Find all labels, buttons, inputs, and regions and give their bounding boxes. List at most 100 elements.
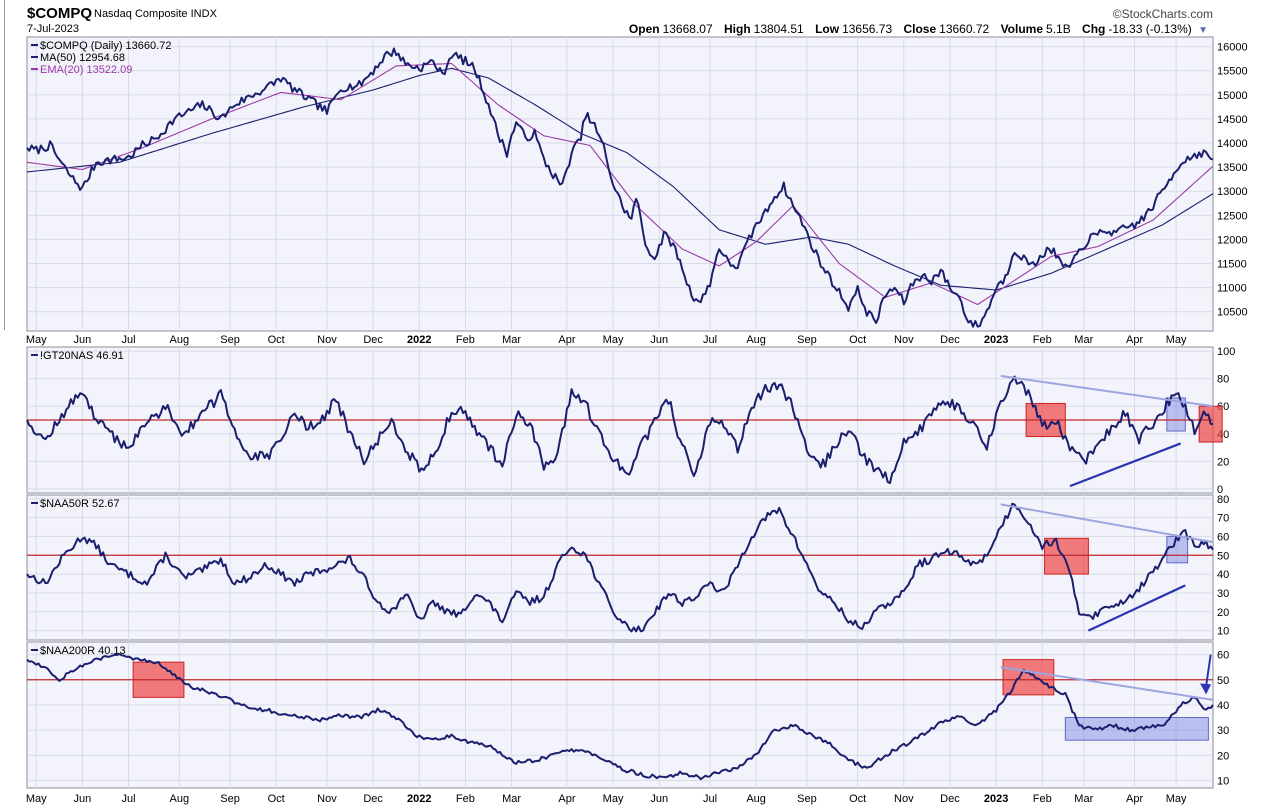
legend-entry: $NAA200R 40.13: [40, 645, 126, 657]
symbol-fullname: Nasdaq Composite: [94, 8, 188, 20]
y-tick-label: 15000: [1217, 90, 1248, 102]
symbol-exchange: INDX: [190, 8, 217, 20]
support-trendline: [1087, 584, 1186, 632]
dropdown-triangle-icon[interactable]: ▼: [1198, 25, 1208, 36]
x-tick-label: Nov: [317, 793, 337, 805]
x-tick-label: 2023: [984, 334, 1008, 346]
ohlc-volume-label: Volume: [1000, 22, 1044, 36]
x-tick-label: Jun: [74, 793, 92, 805]
x-tick-label: May: [26, 793, 47, 805]
resistance-trendline: [1000, 374, 1214, 408]
y-tick-label: 80: [1217, 494, 1229, 506]
x-tick-label: 2023: [984, 793, 1008, 805]
x-tick-label: Nov: [894, 793, 914, 805]
x-tick-label: Dec: [940, 793, 960, 805]
x-tick-label: May: [1166, 334, 1187, 346]
ohlc-open-label: Open: [628, 22, 660, 36]
indicator-line-naa200r: [26, 653, 1214, 781]
y-tick-label: 50: [1217, 550, 1229, 562]
x-tick-label: Jul: [121, 334, 135, 346]
y-tick-label: 14500: [1217, 114, 1248, 126]
panel-naa50r: 10 20 30 40 50 60 70 80 $NAA50R 52.67: [26, 494, 1229, 641]
y-tick-label: 20: [1217, 750, 1229, 762]
legend-entry: MA(50) 12954.68: [40, 52, 125, 64]
panel-frame: [26, 494, 1214, 641]
y-tick-label: 70: [1217, 513, 1229, 525]
ohlc-chg-label: Chg: [1082, 22, 1106, 36]
x-tick-label: Nov: [317, 334, 337, 346]
y-tick-label: 12000: [1217, 234, 1248, 246]
y-tick-label: 80: [1217, 374, 1229, 386]
y-tick-label: 16000: [1217, 42, 1248, 54]
x-tick-label: Sep: [797, 793, 817, 805]
page-left-edge: [0, 0, 5, 330]
symbol-name: Nasdaq Composite INDX: [94, 8, 217, 20]
indicator-line-naa50r: [26, 502, 1214, 633]
y-tick-label: 15500: [1217, 66, 1248, 78]
y-tick-label: 14000: [1217, 138, 1248, 150]
y-tick-label: 30: [1217, 588, 1229, 600]
x-tick-label: Jun: [74, 334, 92, 346]
x-tick-label: Aug: [169, 793, 189, 805]
y-tick-label: 13000: [1217, 186, 1248, 198]
x-tick-label: Feb: [1033, 334, 1052, 346]
x-tick-label: Sep: [797, 334, 817, 346]
price-line: [26, 47, 1214, 328]
y-tick-label: 50: [1217, 675, 1229, 687]
x-tick-label: Feb: [456, 793, 475, 805]
y-tick-label: 13500: [1217, 162, 1248, 174]
x-tick-label: Jun: [650, 793, 668, 805]
x-tick-label: Dec: [363, 793, 383, 805]
x-tick-label: Feb: [456, 334, 475, 346]
support-trendline: [1069, 442, 1182, 488]
ohlc-high-value: 13804.51: [753, 22, 804, 36]
x-tick-label: Oct: [849, 793, 866, 805]
ma50-line: [26, 67, 1214, 291]
ohlc-close-value: 13660.72: [939, 22, 990, 36]
y-tick-label: 10500: [1217, 307, 1248, 319]
ohlc-high-label: High: [723, 22, 751, 36]
panel-naa200r: 10 20 30 40 50 60 $NAA200R 40.13: [26, 641, 1229, 789]
y-tick-label: 40: [1217, 700, 1229, 712]
ohlc-readout: Open 13668.07 High 13804.51 Low 13656.73 Cl…: [621, 22, 1208, 36]
y-tick-label: 12500: [1217, 210, 1248, 222]
chart-date: 7-Jul-2023: [27, 23, 79, 35]
x-tick-label: Mar: [1074, 793, 1093, 805]
x-tick-label: Dec: [363, 334, 383, 346]
x-tick-label: Sep: [220, 334, 240, 346]
blue-highlight-box: [1166, 397, 1186, 432]
legend-entry: $COMPQ (Daily) 13660.72: [40, 40, 171, 52]
y-tick-label: 0: [1217, 484, 1223, 496]
x-tick-label: Aug: [169, 334, 189, 346]
ohlc-low-value: 13656.73: [842, 22, 893, 36]
y-tick-label: 20: [1217, 607, 1229, 619]
y-tick-label: 40: [1217, 569, 1229, 581]
x-tick-label: Jul: [703, 334, 717, 346]
x-tick-label: Oct: [849, 334, 866, 346]
x-tick-label: Dec: [940, 334, 960, 346]
ohlc-close-label: Close: [903, 22, 937, 36]
x-tick-label: Mar: [502, 334, 521, 346]
y-tick-label: 10: [1217, 775, 1229, 787]
arrow-shaft: [1205, 654, 1212, 687]
symbol-title: $COMPQ: [27, 5, 93, 22]
y-tick-label: 30: [1217, 725, 1229, 737]
x-tick-label: May: [603, 793, 624, 805]
y-tick-label: 60: [1217, 531, 1229, 543]
x-tick-label: Feb: [1033, 793, 1052, 805]
x-tick-label: Mar: [502, 793, 521, 805]
x-tick-label: Oct: [268, 334, 285, 346]
x-tick-label: Sep: [220, 793, 240, 805]
x-tick-label: May: [1166, 793, 1187, 805]
panel-compq: 10500 11000 11500 12000 12500 13000 13500 14000…: [26, 36, 1248, 332]
legend-entry: EMA(20) 13522.09: [40, 64, 132, 76]
red-highlight-box: [1002, 659, 1055, 696]
x-tick-label: Jul: [121, 793, 135, 805]
y-tick-label: 11500: [1217, 259, 1247, 271]
y-tick-label: 100: [1217, 346, 1235, 358]
y-tick-label: 11000: [1217, 283, 1247, 295]
x-tick-label: Jul: [703, 793, 717, 805]
brand-link[interactable]: ©StockCharts.com: [1112, 7, 1213, 21]
x-tick-label: Aug: [746, 793, 766, 805]
